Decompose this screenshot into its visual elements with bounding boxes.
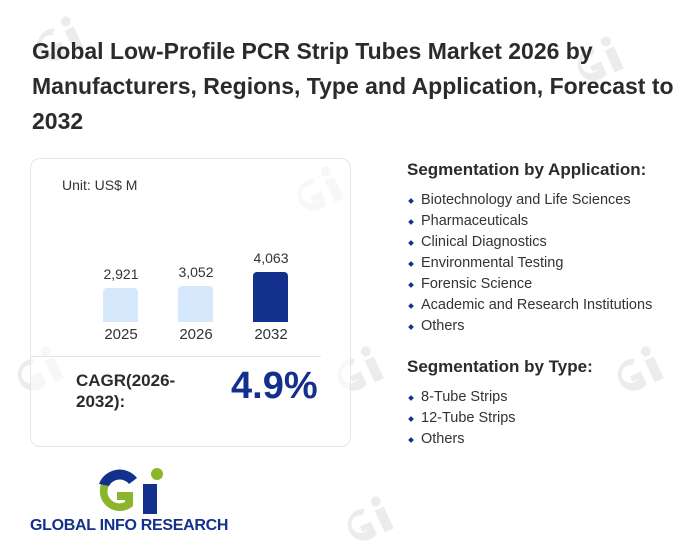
list-item: Forensic Science <box>407 274 697 295</box>
page-title: Global Low-Profile PCR Strip Tubes Marke… <box>32 38 674 134</box>
cagr-value: 4.9% <box>231 365 318 407</box>
list-item: Biotechnology and Life Sciences <box>407 190 697 211</box>
list-item: Academic and Research Institutions <box>407 295 697 316</box>
divider <box>31 356 321 357</box>
watermark-logo-icon <box>562 30 637 100</box>
watermark-logo-icon <box>332 490 407 560</box>
year-label: 2026 <box>179 326 213 343</box>
list-item: Others <box>407 429 697 450</box>
bar-value-label: 4,063 <box>253 250 289 266</box>
year-label: 2025 <box>104 326 138 343</box>
section-heading: Segmentation by Type: <box>407 357 593 376</box>
watermark-logo-icon <box>602 340 677 410</box>
segmentation-by-type: Segmentation by Type: 8-Tube Strips 12-Tu… <box>407 357 697 450</box>
watermark-logo-icon <box>22 10 97 80</box>
section-heading: Segmentation by Application: <box>407 160 647 179</box>
list-item: Environmental Testing <box>407 253 697 274</box>
cagr-label: CAGR(2026-2032): <box>76 371 176 411</box>
bar-2032 <box>253 272 288 322</box>
company-logo-text: GLOBAL INFO RESEARCH <box>30 517 229 534</box>
list-item: 8-Tube Strips <box>407 387 697 408</box>
market-size-card: Unit: US$ M 2,921 2025 3,052 2026 4,063 2032 … <box>30 158 351 447</box>
unit-label: Unit: US$ M <box>62 177 138 193</box>
list-item: Clinical Diagnostics <box>407 232 697 253</box>
company-logo-icon <box>93 466 169 521</box>
list-item: Others <box>407 316 697 337</box>
bar-2026 <box>178 286 213 322</box>
bar-value-label: 2,921 <box>103 266 139 282</box>
list-item: Pharmaceuticals <box>407 211 697 232</box>
list-item: 12-Tube Strips <box>407 408 697 429</box>
bar-2025 <box>103 288 138 322</box>
segmentation-by-application: Segmentation by Application: Biotechnolo… <box>407 160 697 337</box>
bar-value-label: 3,052 <box>178 264 214 280</box>
year-label: 2032 <box>254 326 288 343</box>
